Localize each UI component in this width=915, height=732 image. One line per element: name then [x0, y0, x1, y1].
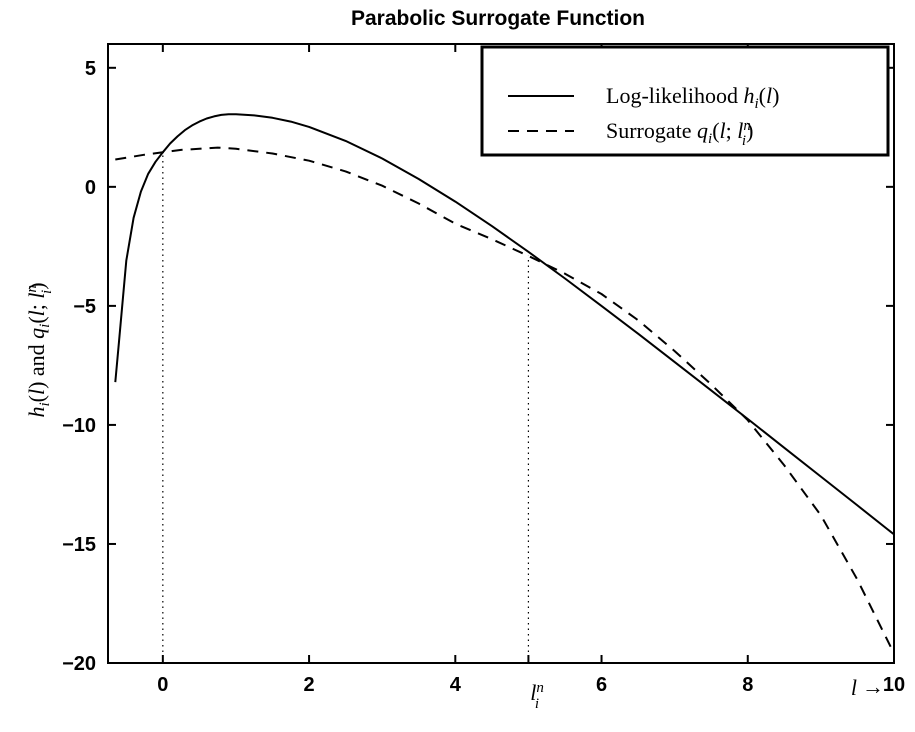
reference-lines — [162, 152, 530, 663]
x-axis-label: l — [851, 675, 857, 700]
y-tick-label: −15 — [62, 534, 96, 556]
x-axis: 0 2 4 6 8 10 — [157, 44, 905, 696]
x-marker-label: ln i — [530, 680, 544, 712]
y-tick-label: −5 — [73, 296, 96, 318]
legend-box — [480, 45, 890, 157]
chart-title: Parabolic Surrogate Function — [351, 7, 645, 30]
y-tick-label: −20 — [62, 653, 96, 675]
x-tick-label: 6 — [596, 674, 607, 696]
y-tick-label: −10 — [62, 415, 96, 437]
x-tick-label: 4 — [450, 674, 462, 696]
y-axis: 5 0 −5 −10 −15 −20 — [62, 58, 894, 675]
x-axis-arrow: → — [862, 674, 884, 699]
x-tick-label: 10 — [883, 674, 905, 696]
series-line-surrogate — [115, 146, 895, 654]
x-tick-label: 0 — [157, 674, 168, 696]
series-layer — [114, 113, 895, 654]
y-tick-label: 0 — [85, 177, 96, 199]
legend: Log-likelihood hi(l) Surrogate qi(l; ln i… — [480, 45, 890, 157]
y-axis-label: hi(l) and qi(l; lni) — [24, 282, 55, 417]
legend-label-loglikelihood: Log-likelihood hi(l) — [606, 83, 779, 112]
y-tick-label: 5 — [85, 58, 96, 80]
legend-label-surrogate: Surrogate qi(l; ln i) — [606, 118, 753, 149]
series-line-loglikelihood — [114, 113, 895, 536]
x-tick-label: 8 — [742, 674, 753, 696]
svg-text:hi(l) and qi(l; lni): hi(l) and qi(l; lni) — [24, 282, 55, 417]
x-tick-label: 2 — [304, 674, 315, 696]
